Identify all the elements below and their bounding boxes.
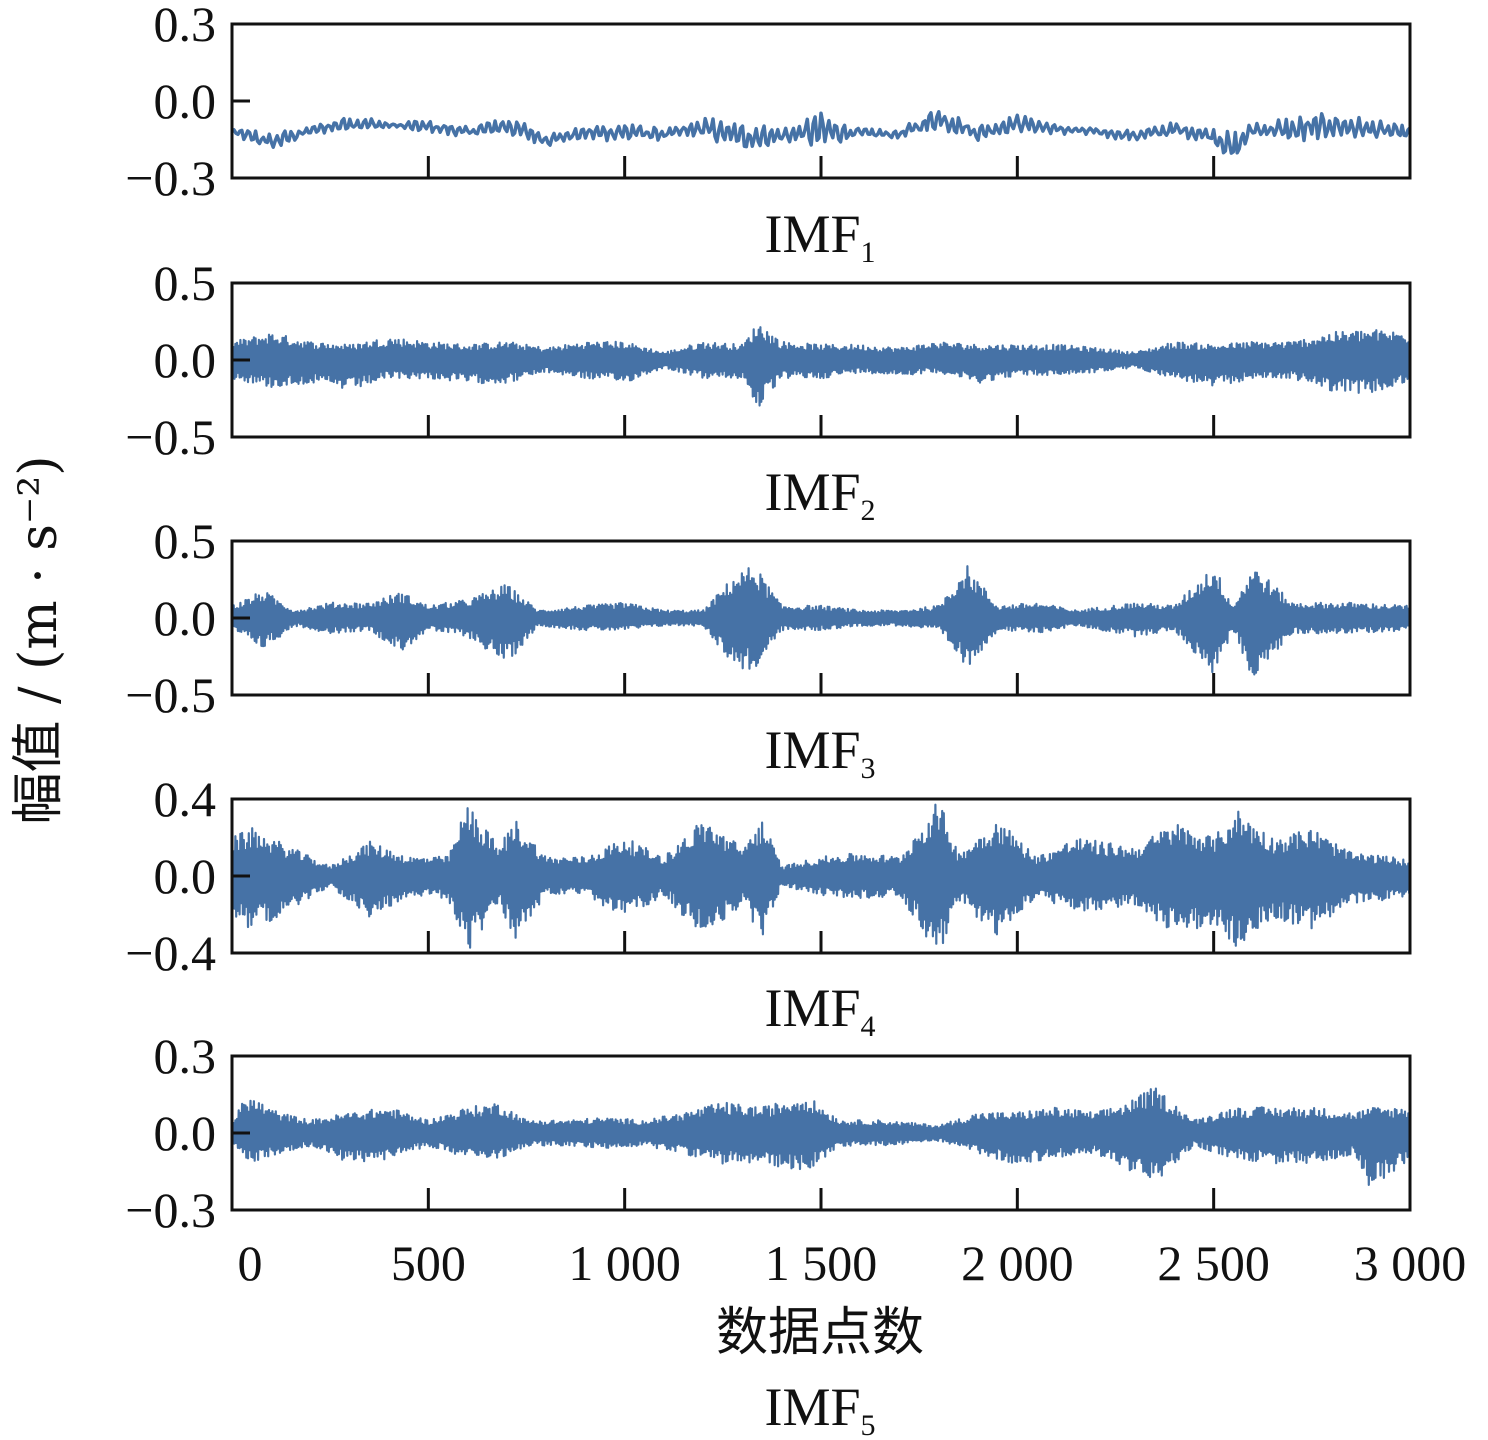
y-tick-label: 0.4 xyxy=(154,771,217,827)
panel-title-text: IMF xyxy=(764,204,860,264)
panel-title-text: IMF xyxy=(764,978,860,1038)
panel-title-subscript: 2 xyxy=(861,494,876,527)
panel-title-text: IMF xyxy=(764,720,860,780)
panel-frame xyxy=(230,22,1412,180)
panel-title-imf1: IMF1 xyxy=(764,204,875,269)
y-tick-label: −0.4 xyxy=(125,925,216,981)
panel-title-subscript: 1 xyxy=(861,236,876,269)
y-tick-label: −0.5 xyxy=(125,667,216,723)
y-tick-label: 0.3 xyxy=(154,1028,217,1084)
x-tick-label: 2 500 xyxy=(1157,1235,1270,1291)
y-tick-label: 0.3 xyxy=(154,0,217,52)
panel-title-imf4: IMF4 xyxy=(764,978,875,1043)
x-tick-label: 500 xyxy=(391,1235,466,1291)
y-axis-label: 幅值 / (m · s⁻²) xyxy=(9,455,69,824)
y-tick-label: 0.0 xyxy=(154,73,217,129)
panel-title-imf2: IMF2 xyxy=(764,462,875,527)
y-tick-label: 0.5 xyxy=(154,255,217,311)
y-tick-label: −0.3 xyxy=(125,150,216,206)
y-tick-label: 0.5 xyxy=(154,513,217,569)
panel-imf5: 0.3 0.0 −0.3 IMF5 0 500 1 000 1 500 2 000 2 500 3 … xyxy=(125,1028,1466,1440)
panel-title-subscript: 4 xyxy=(861,1010,876,1043)
y-tick-label: 0.0 xyxy=(154,848,217,904)
signal-band-imf5 xyxy=(230,1087,1412,1186)
y-tick-label: −0.3 xyxy=(125,1182,216,1238)
x-tick-label: 0 xyxy=(238,1235,263,1291)
panel-imf1: 0.3 0.0 −0.3 IMF1 xyxy=(125,0,1412,269)
panel-title-text: IMF xyxy=(764,462,860,522)
panel-title-imf5: IMF5 xyxy=(764,1377,875,1440)
x-axis-label: 数据点数 xyxy=(716,1303,924,1363)
signal-line-imf1 xyxy=(231,110,1412,155)
panel-imf2: 0.5 0.0 −0.5 IMF2 xyxy=(125,255,1412,527)
panel-title-imf3: IMF3 xyxy=(764,720,875,785)
signal-band-imf3 xyxy=(230,565,1412,676)
signal-band-imf2 xyxy=(230,326,1412,407)
signal-band-imf4 xyxy=(230,803,1412,949)
x-tick-label: 2 000 xyxy=(961,1235,1074,1291)
panel-title-text: IMF xyxy=(764,1377,860,1437)
x-tick-label: 3 000 xyxy=(1354,1235,1467,1291)
y-tick-label: 0.0 xyxy=(154,1105,217,1161)
x-tick-label: 1 500 xyxy=(765,1235,878,1291)
x-tick-label: 1 000 xyxy=(568,1235,681,1291)
panel-imf3: 0.5 0.0 −0.5 IMF3 xyxy=(125,513,1412,785)
imf-panels: 0.30.0−0.3IMF10.50.0−0.5IMF20.50.0−0.5IM… xyxy=(125,0,1466,1440)
panel-imf4: 0.4 0.0 −0.4 IMF4 xyxy=(125,771,1412,1043)
y-tick-label: 0.0 xyxy=(154,590,217,646)
panel-title-subscript: 3 xyxy=(861,752,876,785)
y-tick-label: −0.5 xyxy=(125,409,216,465)
y-tick-label: 0.0 xyxy=(154,332,217,388)
panel-title-subscript: 5 xyxy=(861,1409,876,1440)
